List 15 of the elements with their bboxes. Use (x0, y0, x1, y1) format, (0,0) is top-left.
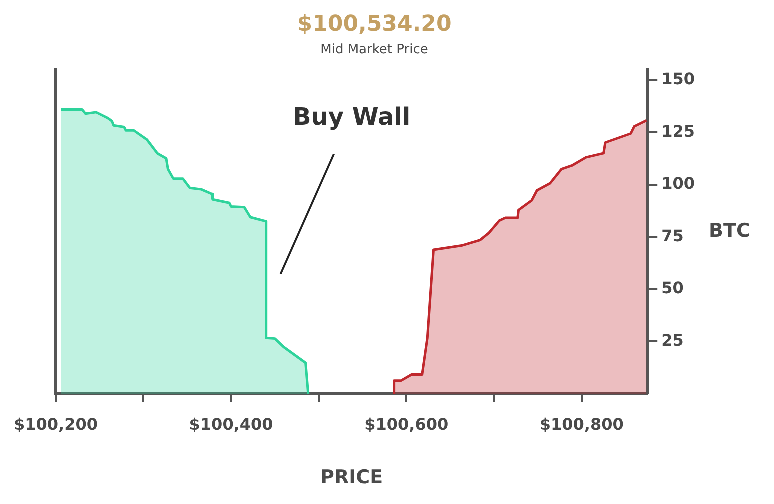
y-tick-label: 125 (662, 122, 696, 141)
y-axis-title: BTC (709, 220, 750, 242)
chart-title: $100,534.20 (297, 12, 452, 37)
annotation: Buy Wall (292, 102, 411, 131)
x-tick-label: $100,400 (189, 414, 274, 434)
y-tick-label: 150 (662, 70, 696, 89)
y-tick-label: 75 (662, 226, 684, 246)
x-axis-title: PRICE (320, 466, 384, 489)
x-tick-label: $100,200 (14, 414, 98, 434)
y-tick-label: 25 (662, 330, 684, 350)
chart-subtitle: Mid Market Price (320, 42, 428, 58)
x-tick-label: $100,800 (540, 414, 624, 434)
y-tick-label: 50 (662, 278, 684, 298)
y-tick-label: 100 (662, 174, 696, 194)
x-tick-label: $100,600 (364, 414, 449, 434)
